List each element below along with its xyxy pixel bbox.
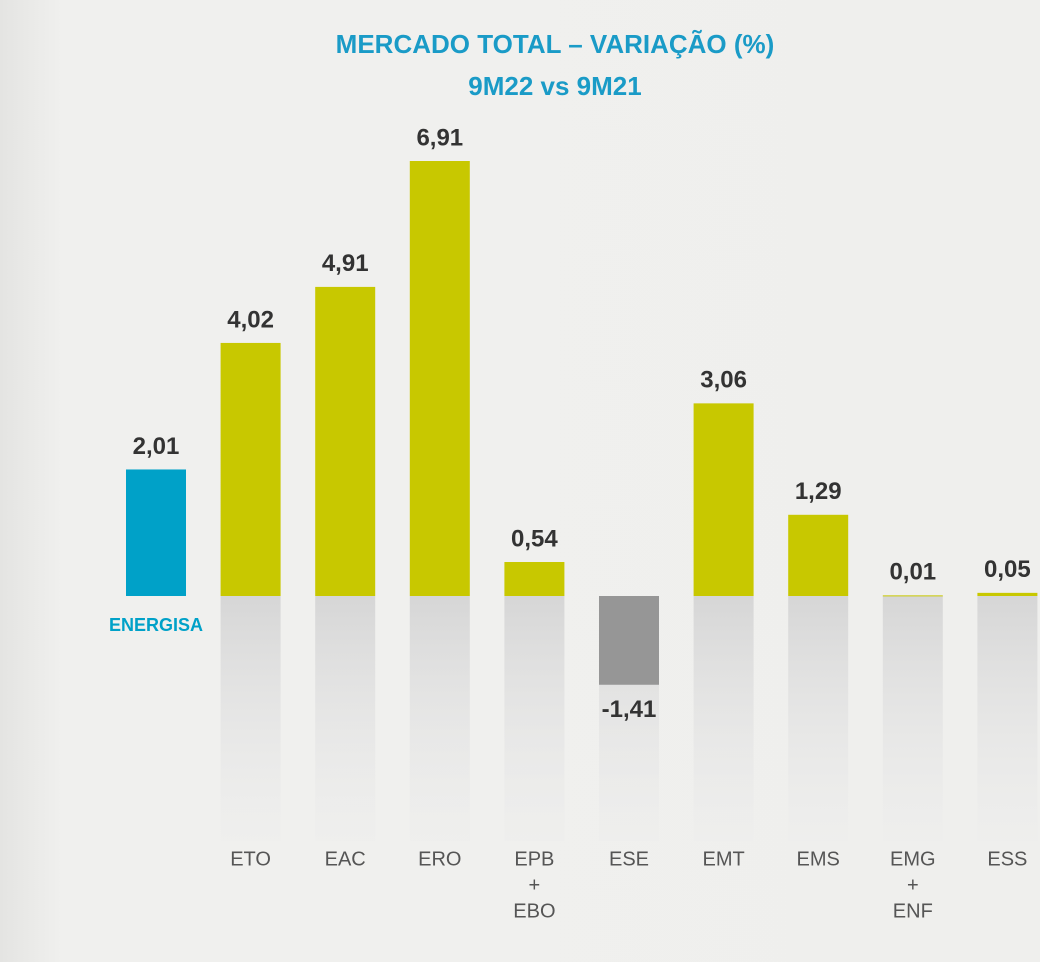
data-label: 0,01 bbox=[889, 559, 936, 586]
bar-shadow bbox=[788, 596, 849, 841]
x-tick-label: EMG bbox=[890, 848, 936, 870]
bar bbox=[409, 161, 470, 596]
chart-subtitle: 9M22 vs 9M21 bbox=[468, 71, 641, 101]
bar bbox=[126, 469, 186, 596]
data-label: 0,05 bbox=[984, 556, 1031, 583]
x-tick-label: + bbox=[907, 874, 919, 896]
data-label: 6,91 bbox=[416, 124, 463, 151]
x-tick-label: ESS bbox=[987, 848, 1027, 870]
bar-shadow bbox=[882, 596, 943, 841]
x-tick-label: EBO bbox=[513, 900, 555, 922]
bar bbox=[315, 286, 376, 596]
data-label: -1,41 bbox=[602, 696, 657, 723]
x-tick-label: EAC bbox=[325, 848, 366, 870]
x-tick-label: ENF bbox=[893, 900, 933, 922]
x-tick-label: EMS bbox=[797, 848, 840, 870]
x-tick-label: EPB bbox=[514, 848, 554, 870]
x-tick-label: ETO bbox=[230, 848, 271, 870]
bar-shadow bbox=[315, 596, 376, 841]
bar bbox=[693, 403, 754, 596]
data-label: 0,54 bbox=[511, 525, 558, 552]
data-label: 4,91 bbox=[322, 250, 369, 277]
data-label: 1,29 bbox=[795, 478, 842, 505]
bar-shadow bbox=[977, 596, 1038, 841]
bar bbox=[882, 595, 943, 597]
data-label: 2,01 bbox=[133, 433, 180, 460]
data-label: 4,02 bbox=[227, 306, 274, 333]
bar-shadow bbox=[409, 596, 470, 841]
bar bbox=[977, 592, 1038, 596]
x-tick-label: ENERGISA bbox=[109, 615, 203, 635]
bar bbox=[788, 514, 849, 596]
x-tick-label: EMT bbox=[702, 848, 744, 870]
bar bbox=[599, 596, 659, 685]
bar bbox=[220, 342, 281, 596]
x-tick-label: + bbox=[529, 874, 541, 896]
data-label: 3,06 bbox=[700, 367, 747, 394]
chart-title: MERCADO TOTAL – VARIAÇÃO (%) bbox=[336, 29, 775, 59]
bar-shadow bbox=[220, 596, 281, 841]
x-tick-label: ERO bbox=[418, 848, 461, 870]
bar-shadow bbox=[504, 596, 565, 841]
x-tick-label: ESE bbox=[609, 848, 649, 870]
bar bbox=[504, 562, 565, 596]
bar-shadow bbox=[693, 596, 754, 841]
